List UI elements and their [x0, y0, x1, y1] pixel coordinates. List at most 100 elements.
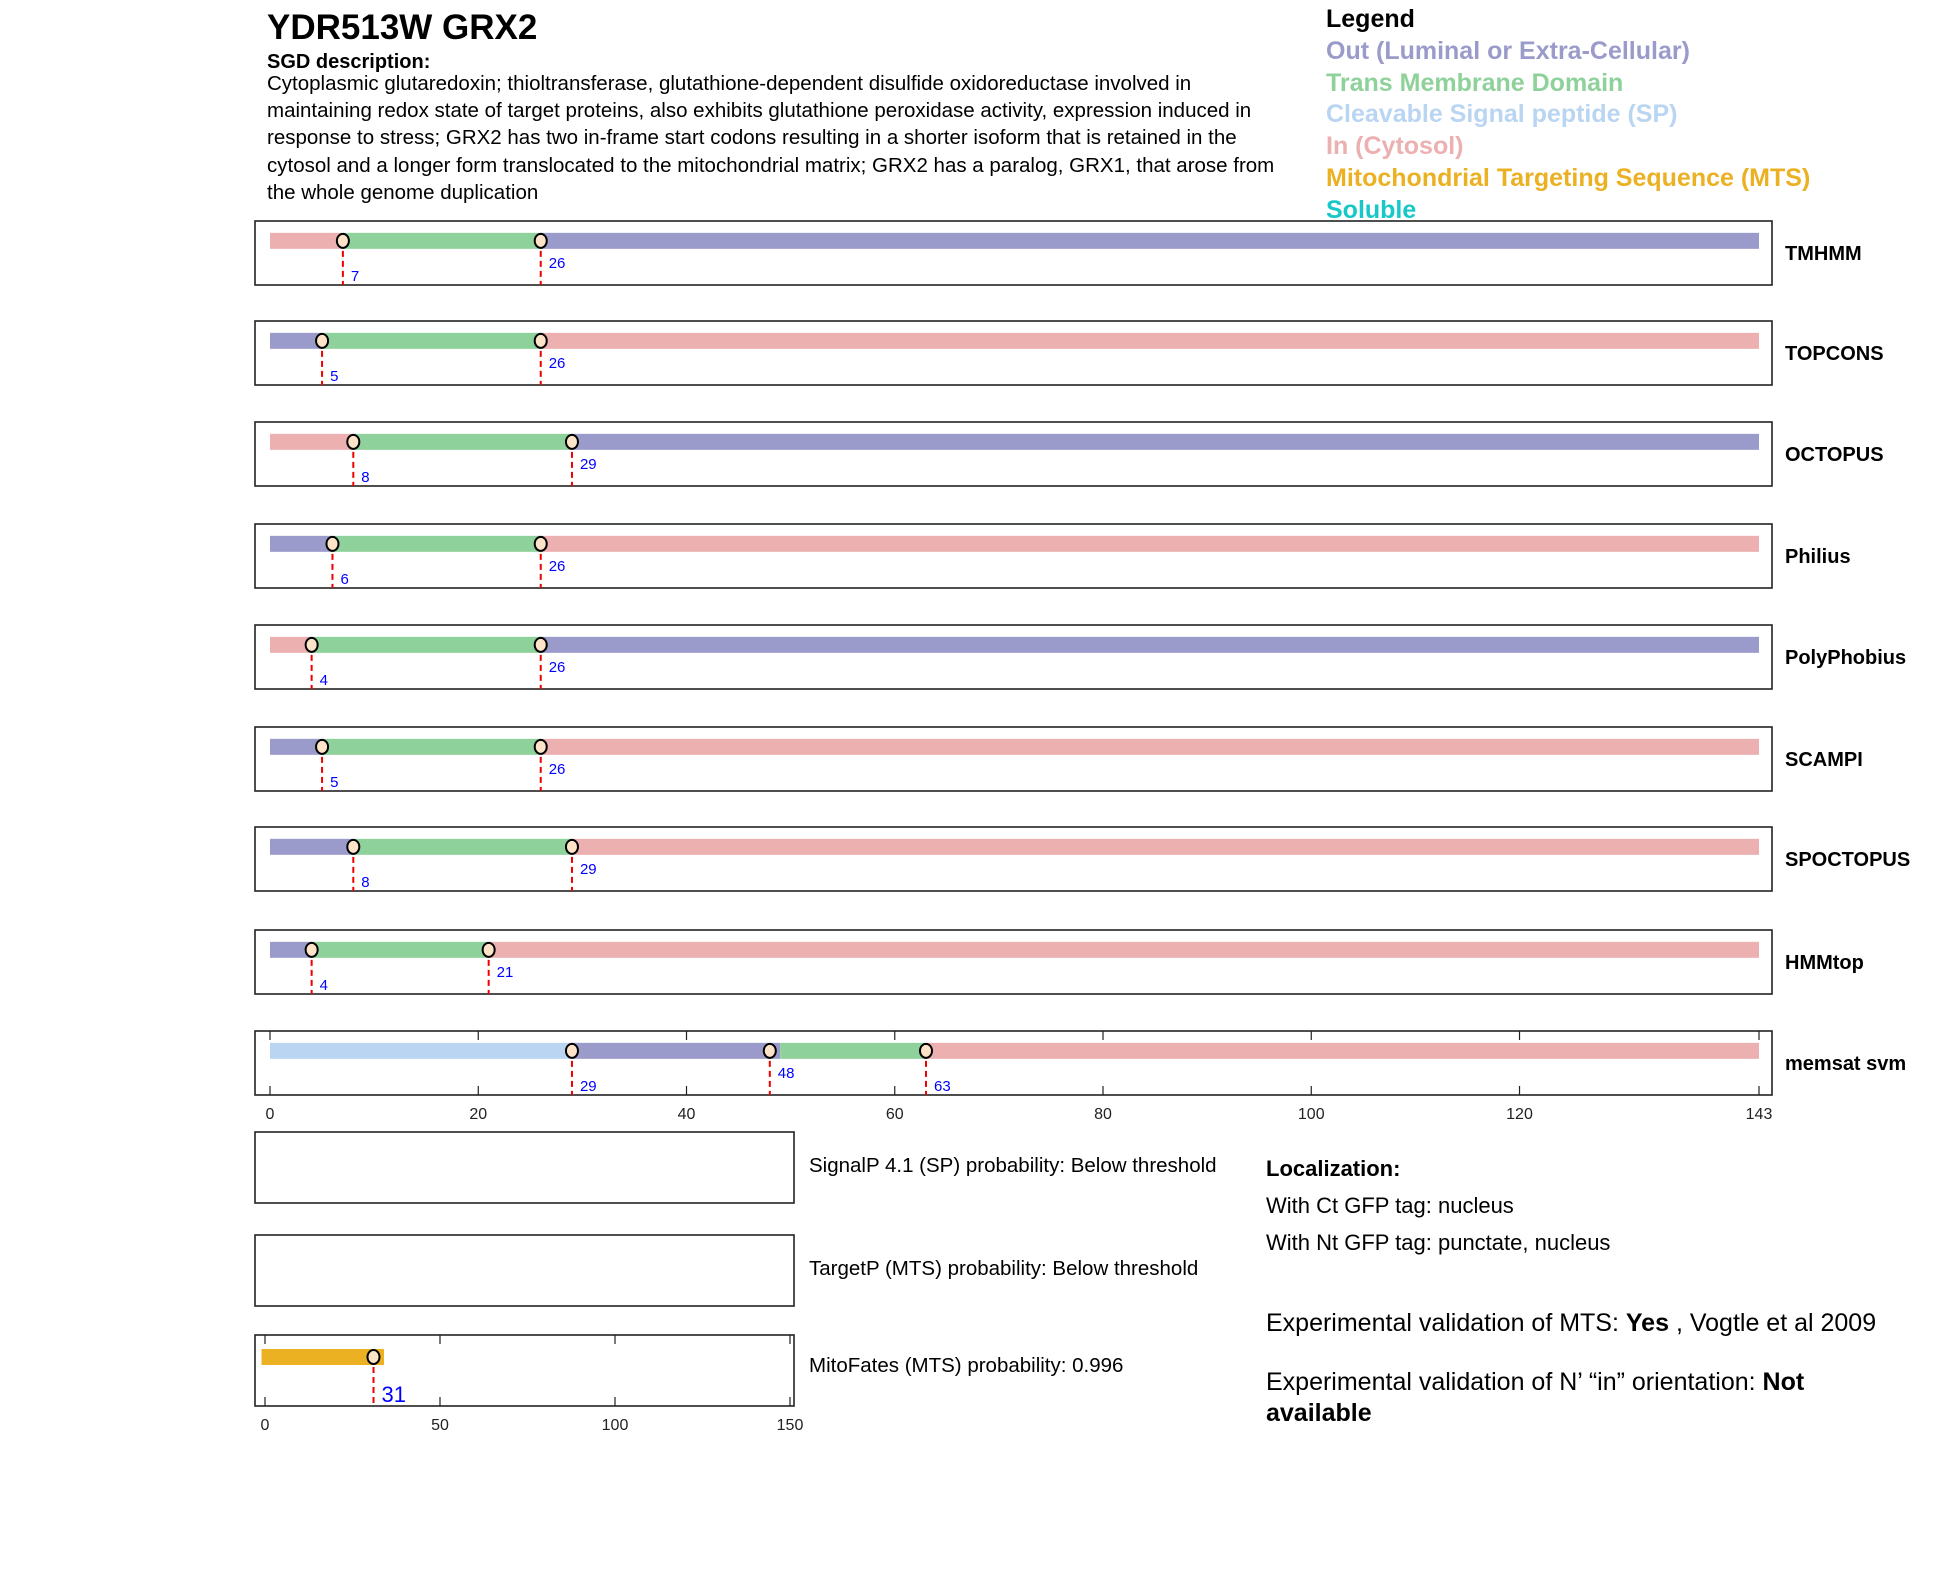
- track-label-spoctopus: SPOCTOPUS: [1785, 849, 1910, 871]
- predictor-label: SignalP 4.1 (SP) probability: Below thre…: [809, 1154, 1217, 1177]
- track-label-philius: Philius: [1785, 546, 1851, 568]
- legend-item-soluble: Soluble: [1326, 195, 1417, 224]
- segment-tm: [322, 738, 541, 755]
- track-box: [254, 929, 1773, 995]
- segment-in: [571, 838, 1759, 855]
- tick-label: 0: [261, 1417, 270, 1434]
- tick-label: 40: [678, 1106, 696, 1123]
- boundary-label: 26: [549, 355, 566, 372]
- boundary-marker: [346, 433, 361, 450]
- tick-label: 0: [266, 1106, 275, 1123]
- boundary-marker: [335, 232, 350, 249]
- segment-out: [571, 1042, 781, 1059]
- boundary-marker: [366, 1349, 381, 1366]
- orientation-validation-label: Experimental validation of N’ “in” orien…: [1266, 1368, 1763, 1396]
- track-box: [254, 523, 1773, 589]
- page-title: YDR513W GRX2: [267, 8, 538, 47]
- track-label-hmmtop: HMMtop: [1785, 952, 1864, 974]
- boundary-label: 29: [580, 1078, 597, 1095]
- track-label-scampi: SCAMPI: [1785, 749, 1863, 771]
- boundary-label: 8: [361, 469, 369, 486]
- segment-in: [270, 232, 343, 249]
- localization-ct: With Ct GFP tag: nucleus: [1266, 1193, 1514, 1218]
- legend-item-tm: Trans Membrane Domain: [1326, 68, 1624, 97]
- boundary-marker: [533, 232, 548, 249]
- track-label-topcons: TOPCONS: [1785, 343, 1884, 365]
- boundary-marker: [533, 535, 548, 552]
- legend-item-out: Out (Luminal or Extra-Cellular): [1326, 36, 1690, 65]
- boundary-marker: [315, 332, 330, 349]
- segment-sp: [270, 1042, 572, 1059]
- tick-label: 143: [1746, 1106, 1773, 1123]
- boundary-label: 4: [320, 977, 328, 994]
- track-box: [254, 320, 1773, 386]
- segment-in: [540, 535, 1759, 552]
- segment-tm: [780, 1042, 926, 1059]
- segment-tm: [353, 433, 572, 450]
- boundary-marker: [304, 941, 319, 958]
- mts-validation-value: Yes: [1625, 1309, 1669, 1337]
- boundary-label: 7: [351, 268, 359, 285]
- segment-tm: [322, 332, 541, 349]
- boundary-marker: [533, 332, 548, 349]
- mts-validation: Experimental validation of MTS: Yes , Vo…: [1266, 1308, 1876, 1339]
- boundary-marker: [564, 838, 579, 855]
- segment-out: [270, 535, 333, 552]
- track-box: [254, 826, 1773, 892]
- segment-out: [540, 636, 1759, 653]
- segment-tm: [311, 636, 541, 653]
- boundary-label: 26: [549, 255, 566, 272]
- boundary-marker: [325, 535, 340, 552]
- segment-in: [540, 738, 1759, 755]
- track-box: [254, 421, 1773, 487]
- segment-out: [571, 433, 1759, 450]
- boundary-label: 8: [361, 874, 369, 891]
- tick-label: 150: [777, 1417, 804, 1434]
- boundary-marker: [564, 1042, 579, 1059]
- track-box: [254, 624, 1773, 690]
- legend-item-in: In (Cytosol): [1326, 132, 1464, 161]
- boundary-marker: [564, 433, 579, 450]
- boundary-label: 31: [382, 1382, 406, 1407]
- track-box: [254, 1234, 795, 1307]
- boundary-marker: [533, 636, 548, 653]
- track-box: [254, 1334, 795, 1407]
- mts-validation-label: Experimental validation of MTS:: [1266, 1309, 1626, 1337]
- segment-in: [925, 1042, 1759, 1059]
- boundary-marker: [304, 636, 319, 653]
- segment-out: [540, 232, 1759, 249]
- legend-title: Legend: [1326, 5, 1415, 33]
- localization-heading: Localization:: [1266, 1156, 1401, 1181]
- tick-label: 100: [602, 1417, 629, 1434]
- legend-item-mts: Mitochondrial Targeting Sequence (MTS): [1326, 163, 1811, 192]
- boundary-label: 26: [549, 558, 566, 575]
- localization: Localization: With Ct GFP tag: nucleus W…: [1266, 1150, 1610, 1261]
- track-label-polyphobius: PolyPhobius: [1785, 647, 1906, 669]
- track-label-octopus: OCTOPUS: [1785, 444, 1884, 466]
- legend-item-sp: Cleavable Signal peptide (SP): [1326, 100, 1678, 129]
- segment-tm: [342, 232, 541, 249]
- segment-out: [270, 941, 312, 958]
- boundary-label: 63: [934, 1078, 951, 1095]
- boundary-marker: [315, 738, 330, 755]
- sgd-description: Cytoplasmic glutaredoxin; thioltransfera…: [267, 72, 1275, 204]
- segment-out: [270, 332, 323, 349]
- tick-label: 60: [886, 1106, 904, 1123]
- predictor-label: MitoFates (MTS) probability: 0.996: [809, 1354, 1123, 1377]
- boundary-label: 21: [497, 964, 514, 981]
- localization-nt: With Nt GFP tag: punctate, nucleus: [1266, 1230, 1611, 1255]
- segment-out: [270, 838, 354, 855]
- segment-out: [270, 738, 323, 755]
- segment-in: [488, 941, 1760, 958]
- track-box: [254, 1131, 795, 1204]
- track-label-tmhmm: TMHMM: [1785, 243, 1862, 265]
- segment-in: [270, 433, 354, 450]
- legend: Legend Out (Luminal or Extra-Cellular) T…: [1326, 4, 1810, 227]
- mts-validation-ref: , Vogtle et al 2009: [1669, 1309, 1877, 1337]
- track-box: [254, 1030, 1773, 1096]
- segment-mts: [261, 1349, 384, 1366]
- segment-tm: [353, 838, 572, 855]
- boundary-label: 26: [549, 659, 566, 676]
- boundary-marker: [762, 1042, 777, 1059]
